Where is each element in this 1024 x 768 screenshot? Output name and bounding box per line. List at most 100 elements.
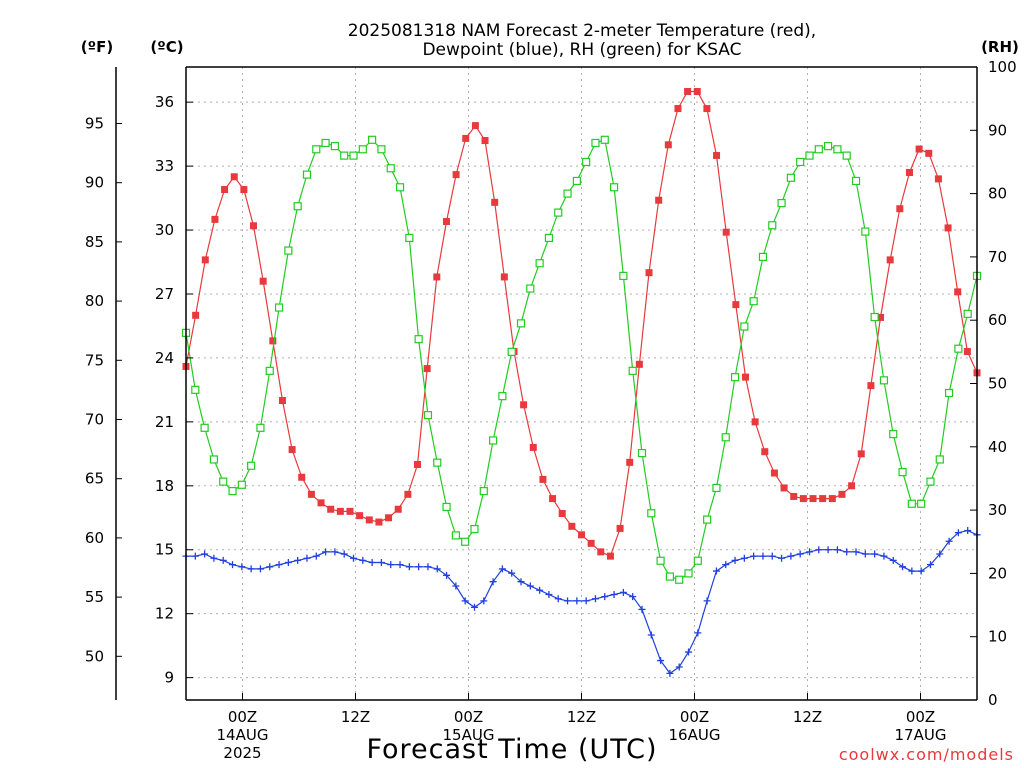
credit-text: coolwx.com/models bbox=[839, 745, 1014, 764]
data-point-dewpoint bbox=[787, 552, 795, 560]
data-point-dewpoint bbox=[815, 546, 823, 554]
data-point-rh bbox=[330, 142, 339, 151]
data-point-dewpoint bbox=[480, 597, 488, 605]
data-point-temperature bbox=[877, 313, 885, 321]
data-point-temperature bbox=[838, 490, 846, 498]
celsius-tick-label: 15 bbox=[155, 541, 174, 559]
data-point-rh bbox=[889, 430, 898, 439]
fahrenheit-tick-label: 75 bbox=[85, 351, 104, 369]
data-point-rh bbox=[237, 480, 246, 489]
data-point-temperature bbox=[886, 256, 894, 264]
data-point-rh bbox=[926, 477, 935, 486]
data-point-rh bbox=[582, 157, 591, 167]
data-point-rh bbox=[721, 433, 730, 442]
data-point-temperature bbox=[307, 490, 315, 498]
x-tick-label: 00Z bbox=[680, 708, 709, 726]
data-point-rh bbox=[414, 335, 423, 344]
data-point-temperature bbox=[221, 186, 229, 194]
data-point-temperature bbox=[230, 173, 238, 181]
data-point-dewpoint bbox=[843, 548, 851, 556]
data-point-temperature bbox=[240, 186, 248, 194]
data-point-dewpoint bbox=[368, 559, 376, 567]
data-point-dewpoint bbox=[805, 548, 813, 556]
data-point-temperature bbox=[780, 484, 788, 492]
data-point-dewpoint bbox=[740, 554, 748, 562]
data-point-temperature bbox=[703, 105, 711, 113]
data-point-temperature bbox=[414, 460, 422, 468]
data-point-temperature bbox=[635, 360, 643, 368]
celsius-tick-label: 36 bbox=[155, 93, 174, 111]
data-point-dewpoint bbox=[266, 563, 274, 571]
data-point-dewpoint bbox=[694, 629, 702, 637]
data-point-dewpoint bbox=[443, 571, 451, 579]
x-tick-label: 00Z bbox=[906, 708, 935, 726]
data-point-dewpoint bbox=[917, 567, 925, 575]
data-point-rh bbox=[554, 208, 563, 217]
data-point-dewpoint bbox=[852, 548, 860, 556]
data-point-temperature bbox=[799, 495, 807, 503]
x-tick-label: 14AUG bbox=[217, 726, 269, 744]
data-point-rh bbox=[824, 142, 833, 151]
data-point-dewpoint bbox=[322, 548, 330, 556]
data-point-dewpoint bbox=[861, 550, 869, 558]
data-point-dewpoint bbox=[954, 529, 962, 537]
data-point-rh bbox=[861, 227, 870, 236]
data-point-temperature bbox=[259, 277, 267, 285]
data-point-temperature bbox=[192, 311, 200, 319]
data-point-temperature bbox=[433, 273, 441, 281]
data-point-dewpoint bbox=[424, 563, 432, 571]
data-point-temperature bbox=[645, 269, 653, 277]
celsius-tick-label: 33 bbox=[155, 157, 174, 175]
data-point-rh bbox=[340, 151, 349, 160]
data-point-rh bbox=[637, 449, 647, 458]
data-point-rh bbox=[386, 164, 395, 173]
data-point-temperature bbox=[597, 548, 605, 556]
data-point-dewpoint bbox=[517, 578, 525, 586]
data-point-temperature bbox=[346, 507, 354, 515]
data-point-dewpoint bbox=[312, 552, 320, 560]
x-tick-label: 16AUG bbox=[669, 726, 721, 744]
fahrenheit-tick-label: 85 bbox=[85, 233, 104, 251]
data-point-rh bbox=[265, 366, 274, 375]
data-point-dewpoint bbox=[508, 569, 516, 577]
data-point-temperature bbox=[626, 458, 634, 466]
data-point-rh bbox=[609, 183, 619, 192]
data-point-temperature bbox=[664, 141, 672, 149]
data-point-dewpoint bbox=[685, 648, 693, 656]
data-point-rh bbox=[572, 176, 581, 186]
data-point-rh bbox=[591, 138, 600, 148]
data-point-dewpoint bbox=[582, 597, 590, 605]
data-point-rh bbox=[488, 436, 498, 445]
data-point-temperature bbox=[587, 539, 595, 547]
data-point-dewpoint bbox=[833, 546, 841, 554]
data-point-dewpoint bbox=[796, 550, 804, 558]
data-point-temperature bbox=[452, 171, 460, 179]
data-point-temperature bbox=[288, 446, 296, 454]
data-point-temperature bbox=[356, 512, 364, 520]
data-point-rh bbox=[768, 221, 777, 230]
data-point-temperature bbox=[442, 218, 450, 226]
fahrenheit-tick-label: 60 bbox=[85, 529, 104, 547]
data-point-rh bbox=[507, 347, 516, 356]
x-tick-label: 15AUG bbox=[443, 726, 495, 744]
data-point-dewpoint bbox=[619, 588, 627, 596]
data-point-dewpoint bbox=[405, 563, 413, 571]
rh-tick-label: 50 bbox=[988, 375, 1007, 393]
rh-tick-label: 30 bbox=[988, 501, 1007, 519]
fahrenheit-axis-unit: (ºF) bbox=[81, 38, 113, 56]
data-point-dewpoint bbox=[889, 556, 897, 564]
data-point-temperature bbox=[809, 495, 817, 503]
data-point-temperature bbox=[819, 495, 827, 503]
data-point-dewpoint bbox=[964, 527, 972, 535]
data-point-rh bbox=[209, 455, 219, 464]
data-point-rh bbox=[675, 575, 684, 584]
data-point-dewpoint bbox=[359, 556, 367, 564]
data-point-dewpoint bbox=[601, 593, 609, 601]
data-point-dewpoint bbox=[387, 561, 395, 569]
data-point-dewpoint bbox=[871, 550, 879, 558]
data-point-dewpoint bbox=[573, 597, 581, 605]
data-point-temperature bbox=[529, 443, 537, 451]
data-point-dewpoint bbox=[610, 591, 618, 598]
data-point-rh bbox=[703, 515, 712, 524]
